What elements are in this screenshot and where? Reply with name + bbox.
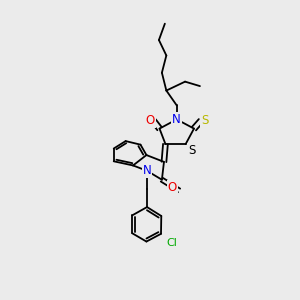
Text: N: N [172, 113, 181, 126]
Text: O: O [168, 181, 177, 194]
Text: N: N [143, 164, 152, 177]
Text: S: S [201, 114, 209, 128]
Text: S: S [188, 144, 195, 157]
Text: O: O [146, 114, 154, 128]
Text: Cl: Cl [166, 238, 177, 248]
